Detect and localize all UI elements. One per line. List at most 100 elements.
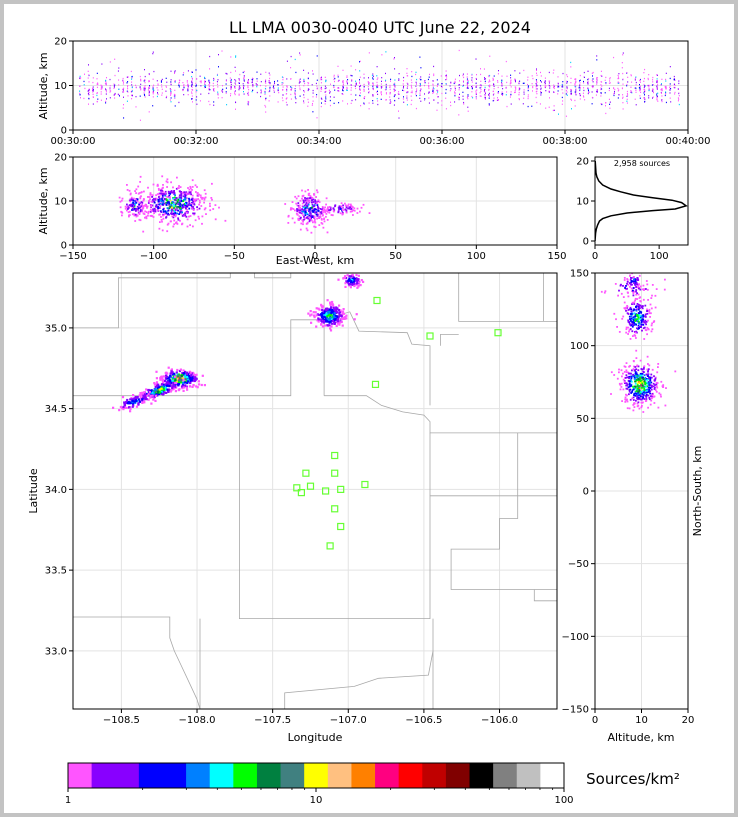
plan-view-point [158, 391, 162, 394]
ew-height-point [162, 214, 164, 217]
height-ns-point [640, 391, 642, 393]
height-ns-point [613, 374, 616, 376]
time-height-point [376, 84, 378, 86]
time-height-point [100, 88, 102, 90]
ew-height-point [339, 212, 342, 215]
time-height-point [342, 86, 344, 88]
height-ns-point [642, 394, 645, 396]
time-height-point [260, 84, 261, 87]
height-ns-point [633, 301, 636, 304]
time-height-point [523, 82, 525, 84]
time-height-point [489, 84, 491, 86]
time-height-point [205, 86, 206, 88]
plan-view-point [122, 405, 125, 409]
ew-height-point [161, 189, 163, 192]
height-ns-point [654, 384, 656, 386]
ew-height-point [152, 216, 155, 218]
colorbar-swatch [540, 763, 565, 788]
time-height-point [377, 103, 379, 106]
time-height-ytick-label: 20 [54, 37, 67, 48]
ew-height-point [147, 196, 149, 198]
time-height-point [505, 60, 507, 63]
ew-height-point [303, 209, 305, 211]
ew-height-point [314, 202, 317, 205]
ew-height-point [190, 205, 193, 208]
ew-height-point [326, 210, 328, 212]
ew-height-point [157, 198, 160, 201]
ew-height-point [171, 215, 174, 218]
plan-view-point [176, 368, 179, 372]
time-height-point [600, 103, 602, 105]
ew-height-point [321, 208, 323, 211]
time-height-point [459, 84, 461, 86]
time-height-point [630, 91, 632, 93]
time-height-point [148, 86, 150, 89]
plan-view-point [153, 383, 157, 386]
time-height-point [420, 79, 422, 81]
ew-height-point [179, 200, 181, 202]
time-height-point [575, 79, 577, 81]
time-height-point [403, 85, 405, 87]
ew-height-point [209, 209, 212, 212]
height-ns-point [646, 310, 648, 312]
ew-height-point [189, 191, 192, 194]
time-height-point [147, 89, 149, 91]
plan-view-point [129, 401, 132, 404]
height-ns-point [649, 376, 651, 379]
ew-height-point [156, 183, 159, 186]
ew-height-point [179, 205, 181, 208]
time-height-point [561, 84, 563, 86]
plan-view-point [161, 376, 164, 380]
time-height-point [247, 92, 249, 95]
height-ns-point [629, 278, 632, 281]
time-height-point [191, 91, 193, 93]
height-ns-point [645, 323, 647, 326]
time-height-point [510, 86, 512, 88]
time-height-point [656, 85, 658, 88]
plan-view-point [312, 311, 315, 314]
time-height-point [286, 93, 288, 95]
plan-view-point [155, 377, 158, 380]
ew-height-point [302, 199, 305, 202]
plan-view-point [175, 375, 178, 378]
time-height-point [544, 82, 546, 84]
time-height-point [113, 94, 115, 96]
ew-height-point [296, 208, 298, 210]
time-height-point [570, 82, 572, 84]
ew-height-point [137, 208, 139, 210]
ew-height-point [145, 215, 148, 218]
time-height-point [183, 72, 185, 74]
time-height-point [445, 75, 447, 77]
height-ns-point [640, 401, 643, 404]
time-height-point [532, 86, 534, 89]
time-height-point [377, 86, 379, 88]
height-ns-point [643, 385, 646, 388]
time-height-point [222, 88, 224, 90]
time-height-point [170, 81, 172, 83]
height-ns-point [639, 381, 642, 384]
ew-height-point [147, 186, 149, 189]
time-height-point [462, 73, 464, 75]
ew-height-point [203, 197, 206, 200]
time-height-point [535, 96, 537, 99]
time-height-point [368, 77, 369, 79]
ew-height-point [291, 207, 293, 210]
height-ns-ytick-label: 50 [576, 414, 589, 425]
ew-height-point [134, 199, 137, 202]
time-height-point [199, 75, 201, 77]
time-height-point [209, 85, 211, 87]
time-height-point [247, 80, 249, 82]
time-height-point [432, 80, 434, 82]
time-height-point [583, 89, 585, 92]
height-ns-point [635, 278, 638, 281]
ew-height-point [178, 213, 180, 215]
time-height-point [308, 82, 310, 84]
plan-view-point [317, 307, 320, 310]
time-height-point [363, 90, 365, 92]
plan-view-point [160, 387, 163, 390]
ew-height-point [325, 197, 328, 200]
height-ns-point [652, 382, 655, 385]
plan-view-point [350, 283, 353, 286]
time-height-point [221, 50, 223, 52]
height-ns-point [637, 369, 640, 372]
